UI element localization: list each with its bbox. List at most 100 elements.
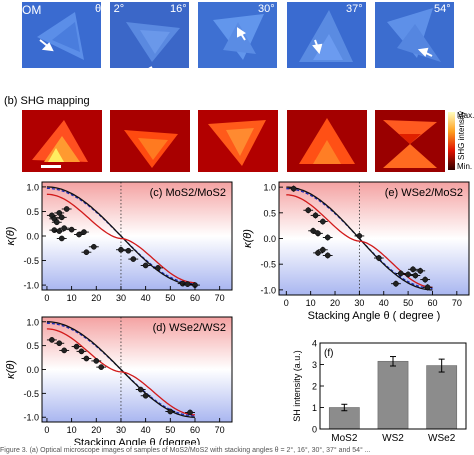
y-tick-label: -1.0 (260, 285, 276, 295)
y-tick-label: 0.5 (26, 207, 39, 217)
data-marker (83, 249, 90, 256)
data-point (410, 272, 421, 279)
data-marker (81, 229, 87, 235)
y-tick-label: -1.0 (23, 281, 39, 291)
data-point (59, 347, 70, 354)
data-marker (58, 214, 65, 221)
data-point (415, 267, 426, 274)
data-marker (56, 210, 63, 216)
data-point (81, 249, 92, 256)
y-tick-label: 1.0 (26, 317, 39, 327)
x-tick-label: 0 (284, 298, 289, 308)
data-point (395, 270, 406, 277)
data-marker (324, 252, 331, 259)
data-point (317, 246, 328, 253)
data-point (76, 348, 87, 355)
x-tick-label: 40 (141, 293, 151, 303)
data-marker (118, 246, 124, 253)
x-tick-label: 30 (116, 293, 126, 303)
data-marker (61, 225, 68, 231)
data-marker (53, 219, 60, 226)
x-tick-label: 40 (141, 425, 151, 435)
angle-label-54: 54° (434, 3, 451, 15)
x-tick-label: 50 (165, 425, 175, 435)
y-tick-label: -0.5 (23, 256, 39, 266)
data-point (116, 246, 126, 253)
curve-black (46, 186, 196, 286)
shg-image-4 (287, 110, 367, 172)
x-tick-label: 40 (379, 298, 389, 308)
x-tick-label: MoS2 (331, 433, 358, 444)
y-tick-label: -0.5 (260, 260, 276, 270)
y-axis-label: κ(θ) (5, 360, 17, 379)
y-tick-label: 0.0 (263, 234, 276, 244)
data-marker (56, 228, 63, 234)
data-marker (184, 281, 191, 287)
data-marker (51, 227, 58, 233)
data-point (310, 212, 321, 219)
data-marker (312, 212, 319, 219)
x-tick-label: 50 (165, 293, 175, 303)
x-tick-label: 60 (190, 293, 200, 303)
data-point (420, 276, 431, 283)
data-marker (137, 386, 144, 393)
x-tick-label: 70 (215, 293, 225, 303)
data-point (185, 409, 195, 416)
data-point (54, 210, 65, 216)
angle-label-2: θ = 2° (95, 3, 125, 15)
data-point (91, 358, 102, 364)
data-point (322, 252, 333, 259)
data-marker (393, 280, 399, 287)
chart-title: (f) (324, 348, 333, 359)
plot-background (42, 317, 232, 422)
x-tick-label: 30 (116, 425, 126, 435)
data-point (81, 355, 92, 362)
data-point (128, 256, 139, 262)
data-marker (49, 337, 55, 343)
chart-title: (e) WSe2/MoS2 (385, 187, 463, 199)
data-marker (305, 207, 312, 214)
data-point (123, 247, 134, 254)
chart-title: (c) MoS2/MoS2 (150, 187, 226, 199)
data-point (96, 364, 107, 370)
data-point (391, 280, 401, 287)
data-marker (142, 392, 149, 399)
data-point (313, 249, 323, 256)
y-tick-label: 1.0 (263, 183, 276, 193)
data-marker (93, 358, 100, 364)
data-point (153, 265, 163, 271)
y-tick-label: -0.5 (23, 389, 39, 399)
data-point (56, 214, 67, 221)
y-tick-label: 3 (312, 360, 317, 370)
x-tick-label: 10 (67, 425, 77, 435)
data-marker (90, 243, 97, 250)
x-tick-label: 0 (44, 293, 49, 303)
data-marker (78, 348, 85, 355)
data-marker (76, 231, 82, 238)
x-tick-label: 0 (44, 425, 49, 435)
data-marker (68, 226, 75, 233)
x-tick-label: WSe2 (428, 433, 456, 444)
data-point (61, 206, 72, 212)
angle-label-37: 37° (346, 3, 363, 15)
data-marker (310, 227, 316, 234)
y-tick-label: 1 (312, 403, 317, 413)
x-tick-label: 20 (330, 298, 340, 308)
shg-image-5 (375, 110, 445, 172)
x-axis-label: Stacking Angle θ (degree) (74, 437, 201, 445)
y-tick-label: 1.0 (26, 182, 39, 192)
chart-c: -1.0 -0.5 0.0 0.5 1.0 0 10 20 30 40 50 60 70 (c) MoS2… (5, 181, 233, 303)
data-point (165, 408, 176, 415)
curve-blue-dashed (46, 322, 196, 417)
x-tick-label: 10 (67, 293, 77, 303)
x-tick-label: 10 (306, 298, 316, 308)
data-point (313, 230, 323, 237)
x-tick-label: WS2 (382, 433, 404, 444)
scale-bar (41, 165, 61, 168)
bar-error (341, 403, 348, 412)
colorbar-max: Max. (457, 111, 474, 120)
data-point (74, 231, 84, 238)
om-image-4 (287, 2, 366, 68)
data-point (46, 337, 57, 343)
data-point (190, 282, 200, 288)
